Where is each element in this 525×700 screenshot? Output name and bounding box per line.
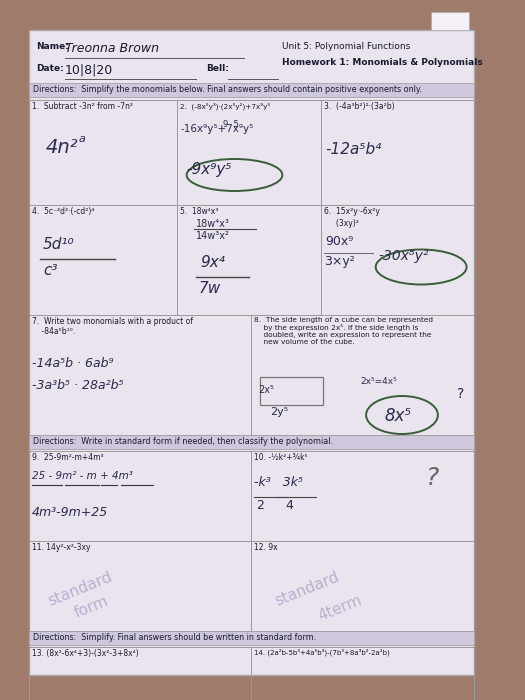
Text: Date:: Date: — [36, 64, 64, 73]
Bar — [260, 377, 322, 405]
Text: 12. 9x: 12. 9x — [254, 543, 277, 552]
Text: 4m³-9m+25: 4m³-9m+25 — [32, 506, 108, 519]
Text: 2x⁵: 2x⁵ — [258, 385, 274, 395]
Bar — [29, 631, 474, 645]
Text: 8.  The side length of a cube can be represented
    by the expression 2x⁵. If t: 8. The side length of a cube can be repr… — [254, 317, 433, 345]
Text: 9  5: 9 5 — [223, 120, 239, 129]
Text: 18w⁴x³: 18w⁴x³ — [196, 219, 230, 229]
Text: -16x⁹y⁵+7x⁹y⁵: -16x⁹y⁵+7x⁹y⁵ — [181, 124, 254, 134]
Bar — [29, 435, 474, 449]
Text: 7.  Write two monomials with a product of
    -84a⁵b¹⁰.: 7. Write two monomials with a product of… — [32, 317, 193, 337]
Text: 2: 2 — [257, 499, 265, 512]
Text: Homework 1: Monomials & Polynomials: Homework 1: Monomials & Polynomials — [282, 58, 483, 67]
Text: Bell:: Bell: — [206, 64, 229, 73]
Text: Directions:  Simplify the monomials below. Final answers should contain positive: Directions: Simplify the monomials below… — [33, 85, 422, 94]
Text: Unit 5: Polynomial Functions: Unit 5: Polynomial Functions — [282, 42, 411, 51]
Text: Treonna Brown: Treonna Brown — [65, 42, 159, 55]
Text: 3.  (-4a³b²)²·(3a²b): 3. (-4a³b²)²·(3a²b) — [323, 102, 394, 111]
Text: 14. (2a²b-5b³+4a⁵b³)-(7b³+8a³b²-2a²b): 14. (2a²b-5b³+4a⁵b³)-(7b³+8a³b²-2a²b) — [254, 649, 390, 657]
Text: 3×y²: 3×y² — [324, 255, 355, 268]
Text: -9x⁹y⁵: -9x⁹y⁵ — [187, 162, 232, 177]
Text: -14a⁵b · 6ab⁹: -14a⁵b · 6ab⁹ — [32, 357, 113, 370]
Text: 6.  15x²y·-6x²y: 6. 15x²y·-6x²y — [323, 207, 380, 216]
Text: 4: 4 — [285, 499, 293, 512]
Text: 1.  Subtract -3n² from -7n²: 1. Subtract -3n² from -7n² — [32, 102, 133, 111]
Text: standard: standard — [273, 569, 341, 608]
Text: 10|8|20: 10|8|20 — [65, 64, 113, 77]
Text: 11. 14y²-x²-3xy: 11. 14y²-x²-3xy — [32, 543, 90, 552]
Text: 7w: 7w — [198, 281, 220, 296]
Text: Directions:  Write in standard form if needed, then classify the polynomial.: Directions: Write in standard form if ne… — [33, 437, 332, 446]
Text: Directions:  Simplify. Final answers should be written in standard form.: Directions: Simplify. Final answers shou… — [33, 633, 316, 642]
Text: a: a — [78, 134, 86, 144]
Bar — [29, 100, 474, 435]
Text: 4n²: 4n² — [46, 138, 79, 157]
Text: standard: standard — [46, 569, 114, 608]
Text: 5.  18w⁴x³: 5. 18w⁴x³ — [180, 207, 218, 216]
Text: Name:: Name: — [36, 42, 69, 51]
Bar — [29, 451, 474, 631]
Text: -k³   3k⁵: -k³ 3k⁵ — [254, 476, 302, 489]
Text: 13. (8x²-6x⁴+3)-(3x²-3+8x⁴): 13. (8x²-6x⁴+3)-(3x²-3+8x⁴) — [32, 649, 138, 658]
Text: 9x⁴: 9x⁴ — [200, 255, 225, 270]
Text: ?: ? — [426, 466, 439, 490]
Text: 2y⁵: 2y⁵ — [270, 407, 288, 417]
Text: 2x⁵=4x⁵: 2x⁵=4x⁵ — [361, 377, 397, 386]
Text: 25 - 9m² - m + 4m³: 25 - 9m² - m + 4m³ — [32, 471, 132, 481]
Text: 9.  25-9m²-m+4m³: 9. 25-9m²-m+4m³ — [32, 453, 103, 462]
Text: -3a³b⁵ · 28a²b⁵: -3a³b⁵ · 28a²b⁵ — [32, 379, 123, 392]
Bar — [29, 647, 474, 700]
Text: 2.  (-8x⁵y³)·(2x⁵y²)+7x⁹y⁵: 2. (-8x⁵y³)·(2x⁵y²)+7x⁹y⁵ — [180, 102, 270, 109]
Text: (3xy)²: (3xy)² — [323, 219, 359, 228]
Bar — [430, 12, 469, 30]
Text: form: form — [72, 593, 111, 620]
Text: 4term: 4term — [316, 593, 364, 624]
Text: -30x⁸y²: -30x⁸y² — [378, 249, 428, 263]
Text: c³: c³ — [43, 263, 58, 278]
Text: 10. -½k²+¾k⁵: 10. -½k²+¾k⁵ — [254, 453, 307, 462]
Bar — [29, 83, 474, 97]
Text: ?: ? — [457, 387, 464, 401]
Text: 90x⁹: 90x⁹ — [326, 235, 354, 248]
Text: -12a⁵b⁴: -12a⁵b⁴ — [326, 142, 382, 157]
Text: 5d¹⁰: 5d¹⁰ — [43, 237, 75, 252]
Text: 4.  5c⁻²d²·(-cd²)⁴: 4. 5c⁻²d²·(-cd²)⁴ — [32, 207, 94, 216]
FancyBboxPatch shape — [29, 30, 474, 675]
Text: 14w³x²: 14w³x² — [196, 231, 230, 241]
Text: 8x⁵: 8x⁵ — [385, 407, 412, 425]
